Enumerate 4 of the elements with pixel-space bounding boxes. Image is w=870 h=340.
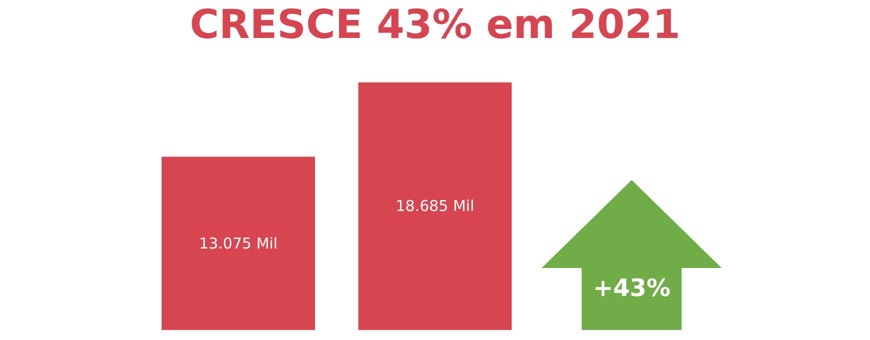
chart-title: CRESCE 43% em 2021 (190, 2, 680, 48)
text: +43% (593, 274, 671, 302)
data-label: 18.685 Mil (396, 197, 474, 216)
data-label: 13.075 Mil (199, 234, 278, 252)
